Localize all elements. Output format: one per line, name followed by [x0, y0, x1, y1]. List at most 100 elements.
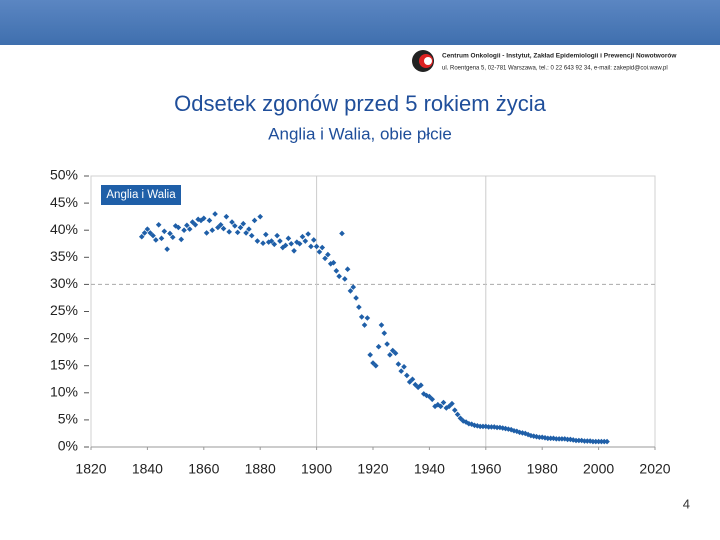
point [184, 222, 190, 229]
point [553, 436, 560, 442]
point [497, 424, 503, 431]
point [387, 352, 393, 358]
point [271, 241, 278, 248]
point [322, 255, 328, 262]
point [181, 227, 187, 233]
point [564, 436, 571, 443]
point [598, 438, 605, 445]
point [426, 393, 433, 400]
point [336, 273, 342, 280]
x-tick-label: 1880 [245, 461, 276, 477]
point [401, 363, 407, 370]
point [516, 429, 523, 436]
point [471, 422, 478, 429]
point [257, 213, 263, 220]
point [296, 240, 303, 247]
point [398, 368, 404, 374]
point [604, 438, 610, 445]
point [556, 436, 562, 442]
point [282, 242, 289, 249]
x-tick-label: 1940 [414, 461, 445, 477]
point [248, 232, 255, 239]
point [155, 221, 162, 228]
point [310, 237, 317, 243]
point [505, 426, 512, 432]
point [333, 268, 340, 274]
point [592, 438, 599, 445]
point [356, 304, 362, 310]
point [313, 243, 320, 250]
point [440, 399, 447, 406]
point [375, 343, 382, 350]
point [601, 438, 608, 445]
point [437, 403, 444, 410]
point [237, 224, 244, 231]
point [141, 230, 148, 236]
x-tick-label: 1840 [132, 461, 163, 477]
point [511, 427, 517, 434]
point [389, 347, 396, 354]
point [153, 237, 159, 243]
point [576, 437, 582, 444]
x-tick-label: 2020 [639, 461, 670, 477]
point [192, 221, 199, 228]
chart-title: Odsetek zgonów przed 5 rokiem życia [174, 91, 546, 116]
point [429, 396, 436, 403]
point [536, 434, 543, 441]
point [454, 411, 461, 418]
point [212, 211, 218, 217]
point [220, 225, 227, 232]
point [344, 266, 351, 273]
legend-label: Anglia i Walia [106, 189, 176, 201]
y-tick-label: 20% [50, 329, 78, 345]
point [463, 419, 469, 425]
point [370, 360, 376, 366]
point [234, 229, 241, 236]
point [590, 438, 596, 445]
point [243, 230, 249, 236]
point [285, 235, 292, 242]
point [525, 431, 531, 438]
point [474, 423, 481, 429]
point [449, 400, 455, 407]
point [288, 240, 295, 247]
legend-box [101, 185, 181, 205]
point [308, 243, 314, 250]
point [302, 238, 309, 244]
y-tick-label: 5% [58, 411, 78, 427]
point [446, 403, 452, 410]
point [480, 423, 486, 430]
point [547, 435, 554, 442]
point [169, 234, 176, 241]
point [229, 219, 235, 225]
point [263, 231, 269, 238]
point [246, 226, 252, 232]
y-tick-label: 50% [50, 167, 78, 183]
point [418, 382, 424, 389]
point [494, 424, 500, 431]
point [330, 259, 337, 266]
point [468, 421, 475, 428]
point [347, 288, 354, 294]
point [451, 407, 458, 413]
point [584, 438, 591, 444]
point [158, 235, 165, 242]
point [186, 226, 193, 232]
point [488, 424, 495, 430]
point [361, 322, 368, 328]
y-tick-label: 0% [58, 438, 78, 454]
y-tick-label: 30% [50, 275, 78, 291]
header-text: ul. Roentgena 5, 02-781 Warszawa, tel.: … [442, 66, 668, 72]
point [305, 231, 311, 237]
point [291, 247, 297, 254]
point [395, 361, 402, 367]
point [409, 376, 416, 383]
x-tick-label: 1820 [75, 461, 106, 477]
point [561, 436, 568, 442]
point [325, 251, 331, 258]
point [423, 392, 430, 399]
point [209, 227, 216, 233]
point [201, 215, 207, 222]
point [483, 423, 489, 430]
